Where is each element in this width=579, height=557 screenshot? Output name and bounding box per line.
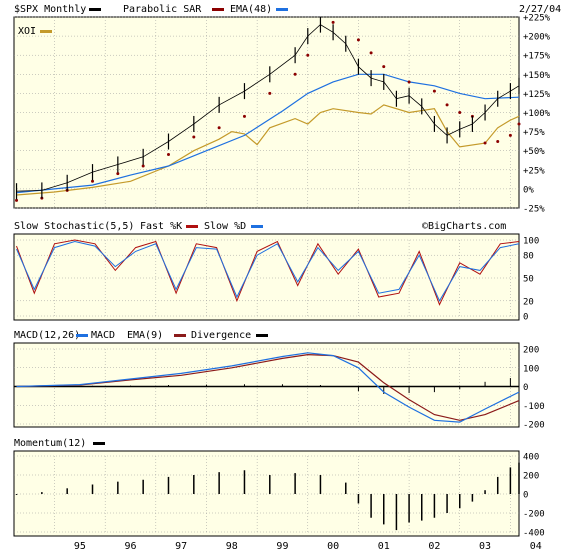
header-ema: EMA(48) <box>230 4 272 15</box>
x-tick-label: 96 <box>124 541 136 552</box>
sar-point <box>15 198 19 202</box>
y-tick-label: 80 <box>523 252 534 262</box>
x-tick-label: 01 <box>378 541 390 552</box>
y-tick-label: +125% <box>523 90 551 100</box>
xoi-legend-swatch <box>40 30 52 33</box>
y-tick-label: 400 <box>523 453 539 463</box>
header-sar: Parabolic SAR <box>123 4 202 15</box>
sar-point <box>293 72 297 76</box>
stoch-slow-swatch <box>251 225 263 228</box>
momentum-panel-frame <box>13 450 520 537</box>
y-tick-label: +150% <box>523 71 551 81</box>
macd-swatch <box>76 334 88 337</box>
y-tick-label: +200% <box>523 33 551 43</box>
x-tick-label: 04 <box>530 541 542 552</box>
stoch-slow-line <box>16 240 520 302</box>
y-tick-label: 20 <box>523 297 534 307</box>
y-tick-label: 100 <box>523 364 539 374</box>
xoi-label: XOI <box>18 26 36 37</box>
y-tick-label: 0 <box>523 383 528 393</box>
ema-series-line <box>16 73 520 194</box>
x-tick-label: 03 <box>479 541 491 552</box>
stoch-title: Slow Stochastic(5,5) <box>14 221 134 232</box>
spx-series-line <box>16 24 520 192</box>
watermark: ©BigCharts.com <box>422 221 506 232</box>
x-tick-label: 95 <box>74 541 86 552</box>
y-tick-label: 100 <box>523 237 539 247</box>
header-symbol: $SPX Monthly <box>14 4 86 15</box>
y-tick-label: 0 <box>523 313 528 323</box>
sar-point <box>217 126 221 130</box>
y-tick-label: +25% <box>523 166 545 176</box>
y-tick-label: +75% <box>523 128 545 138</box>
sar-point <box>369 51 373 55</box>
sar-point <box>407 80 411 84</box>
macd-line <box>16 352 520 423</box>
sar-point <box>445 103 449 107</box>
sar-point <box>458 111 462 114</box>
sar-legend-swatch <box>212 8 224 11</box>
xoi-series-line <box>16 104 520 196</box>
sar-point <box>331 20 335 24</box>
sar-point <box>116 172 120 176</box>
macd-label: MACD <box>91 330 115 341</box>
stoch-fast-label: Fast %K <box>140 221 182 232</box>
y-tick-label: 200 <box>523 346 539 356</box>
y-tick-label: -25% <box>523 205 545 215</box>
stoch-slow-label: Slow %D <box>204 221 246 232</box>
sar-point <box>483 141 487 145</box>
stoch-fast-line <box>16 239 520 306</box>
y-tick-label: 200 <box>523 472 539 482</box>
y-tick-label: 0 <box>523 491 528 501</box>
macd-panel-frame <box>13 342 520 428</box>
stoch-fast-swatch <box>186 225 198 228</box>
y-tick-label: 50 <box>523 275 534 285</box>
macd-panel: -200 -100 0 100 200 <box>14 346 545 431</box>
stochastic-panel: 0 20 50 80 100 <box>14 237 539 323</box>
x-tick-label: 00 <box>327 541 339 552</box>
sar-point <box>268 91 272 95</box>
momentum-title: Momentum(12) <box>14 438 86 449</box>
y-tick-label: +100% <box>523 109 551 119</box>
y-tick-label: +225% <box>523 14 551 24</box>
sar-point <box>496 140 500 144</box>
price-panel: XOI ©BigCharts.com -25% 0% +25% +50% +75% +10… <box>13 14 551 232</box>
y-tick-label: -200 <box>523 421 545 431</box>
y-tick-label: -400 <box>523 529 545 539</box>
macd-title: MACD(12,26) <box>14 330 80 341</box>
y-tick-label: +175% <box>523 52 551 62</box>
sar-point <box>356 38 360 42</box>
sar-point <box>91 179 95 183</box>
sar-point <box>192 135 196 139</box>
sar-point <box>432 89 436 93</box>
momentum-panel: -400 -200 0 200 400 <box>14 453 545 539</box>
header-date: 2/27/04 <box>519 4 561 15</box>
price-legend-swatch <box>89 8 101 11</box>
x-axis: 95 96 97 98 99 00 01 02 03 04 <box>74 541 542 552</box>
x-tick-label: 02 <box>428 541 440 552</box>
y-tick-label: -200 <box>523 510 545 520</box>
momentum-swatch <box>93 442 105 445</box>
macd-div-swatch <box>256 334 268 337</box>
macd-ema-label: EMA(9) <box>127 330 163 341</box>
x-tick-label: 98 <box>226 541 238 552</box>
sar-point <box>141 164 145 168</box>
y-tick-label: 0% <box>523 185 534 195</box>
macd-div-label: Divergence <box>191 330 251 341</box>
macd-ema-swatch <box>174 334 186 337</box>
y-tick-label: +50% <box>523 147 545 157</box>
sar-point <box>306 53 310 57</box>
x-tick-label: 99 <box>276 541 288 552</box>
sar-point <box>508 133 512 137</box>
ema-legend-swatch <box>276 8 288 11</box>
y-tick-label: -100 <box>523 402 545 412</box>
sar-point <box>517 122 521 126</box>
sar-point <box>242 114 246 118</box>
sar-point <box>382 65 386 69</box>
sar-point <box>166 153 170 157</box>
x-tick-label: 97 <box>175 541 187 552</box>
